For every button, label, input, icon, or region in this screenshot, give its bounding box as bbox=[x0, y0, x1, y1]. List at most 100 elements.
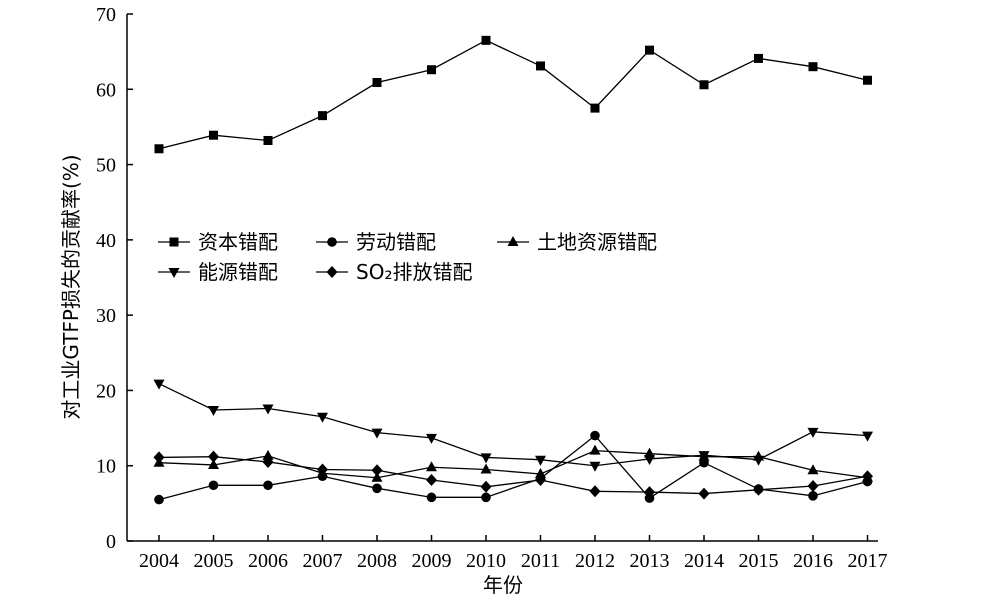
data-point bbox=[427, 65, 436, 75]
legend-item: SO₂排放错配 bbox=[316, 260, 472, 284]
data-point bbox=[644, 486, 655, 499]
data-point bbox=[426, 474, 437, 487]
x-tick-label: 2011 bbox=[521, 550, 560, 572]
data-point bbox=[153, 379, 165, 390]
x-ticks: 2004 2005 2006 2007 2008 2009 2010 2011 2012 2013… bbox=[139, 535, 888, 572]
data-point bbox=[481, 492, 491, 503]
data-point bbox=[698, 451, 710, 462]
data-point bbox=[209, 130, 218, 140]
data-point bbox=[263, 135, 273, 145]
data-point bbox=[262, 404, 274, 415]
data-point bbox=[208, 406, 219, 417]
data-point bbox=[208, 450, 219, 463]
data-point bbox=[863, 75, 872, 85]
y-ticks: 0 10 20 30 40 50 60 70 bbox=[96, 4, 133, 553]
series-4 bbox=[153, 379, 873, 472]
x-tick-label: 2015 bbox=[739, 550, 779, 572]
x-tick-label: 2006 bbox=[248, 550, 288, 572]
legend-marker bbox=[507, 236, 519, 246]
x-tick-label: 2016 bbox=[793, 550, 833, 572]
x-axis-title: 年份 bbox=[483, 573, 523, 597]
legend-label: 土地资源错配 bbox=[537, 230, 657, 254]
data-point bbox=[590, 430, 600, 441]
data-point bbox=[862, 431, 873, 442]
data-point bbox=[480, 480, 492, 493]
data-point bbox=[426, 461, 437, 472]
x-tick-label: 2017 bbox=[848, 550, 888, 572]
series-2 bbox=[154, 430, 873, 505]
data-point bbox=[371, 464, 383, 477]
data-point bbox=[590, 103, 600, 113]
data-point bbox=[535, 474, 546, 487]
x-tick-label: 2013 bbox=[630, 550, 670, 572]
data-point bbox=[372, 78, 382, 88]
legend-label: 资本错配 bbox=[198, 230, 278, 254]
axes bbox=[126, 14, 878, 542]
x-tick-label: 2009 bbox=[412, 550, 452, 572]
data-point bbox=[208, 480, 219, 491]
data-point bbox=[318, 111, 327, 121]
legend-item: 能源错配 bbox=[158, 260, 278, 284]
legend-label: SO₂排放错配 bbox=[356, 260, 472, 284]
data-point bbox=[426, 492, 437, 503]
data-point bbox=[754, 53, 763, 63]
data-point bbox=[535, 467, 546, 478]
data-point bbox=[262, 449, 274, 460]
legend-marker bbox=[326, 266, 338, 278]
series-layer bbox=[153, 35, 873, 505]
data-point bbox=[208, 458, 219, 469]
data-point bbox=[699, 80, 709, 90]
data-point bbox=[262, 455, 274, 468]
data-point bbox=[480, 463, 492, 474]
data-point bbox=[807, 427, 819, 438]
legend-marker bbox=[169, 237, 179, 247]
legend-label: 劳动错配 bbox=[356, 230, 436, 254]
data-point bbox=[698, 487, 710, 500]
x-tick-label: 2012 bbox=[575, 550, 615, 572]
series-line bbox=[158, 383, 868, 467]
series-line bbox=[158, 434, 868, 501]
data-point bbox=[481, 35, 491, 45]
data-point bbox=[535, 455, 546, 466]
data-point bbox=[589, 485, 601, 498]
data-point bbox=[589, 461, 601, 472]
y-tick-label: 70 bbox=[96, 4, 116, 26]
legend-item: 土地资源错配 bbox=[497, 230, 657, 254]
data-point bbox=[263, 480, 273, 491]
data-point bbox=[753, 455, 764, 466]
series-line bbox=[158, 449, 868, 479]
y-tick-label: 20 bbox=[96, 380, 116, 402]
y-tick-label: 60 bbox=[96, 79, 116, 101]
y-tick-label: 0 bbox=[106, 531, 116, 553]
y-tick-label: 30 bbox=[96, 305, 116, 327]
legend-marker bbox=[168, 268, 180, 278]
data-point bbox=[154, 494, 164, 505]
data-point bbox=[862, 470, 873, 483]
series-line bbox=[158, 456, 868, 495]
legend-marker bbox=[327, 237, 337, 247]
x-tick-label: 2004 bbox=[139, 550, 179, 572]
data-point bbox=[808, 491, 818, 501]
data-point bbox=[807, 464, 819, 475]
data-point bbox=[153, 451, 165, 464]
data-point bbox=[645, 45, 654, 55]
data-point bbox=[536, 61, 545, 71]
data-point bbox=[808, 62, 818, 72]
series-5 bbox=[153, 450, 873, 500]
x-tick-label: 2005 bbox=[194, 550, 234, 572]
data-point bbox=[372, 483, 382, 494]
y-tick-label: 10 bbox=[96, 456, 116, 478]
legend-label: 能源错配 bbox=[198, 260, 278, 284]
x-tick-label: 2014 bbox=[684, 550, 724, 572]
series-1 bbox=[154, 35, 872, 154]
data-point bbox=[154, 144, 164, 154]
data-point bbox=[480, 453, 492, 464]
legend-item: 资本错配 bbox=[158, 230, 278, 254]
x-tick-label: 2010 bbox=[466, 550, 506, 572]
data-point bbox=[644, 493, 655, 503]
data-point bbox=[753, 483, 764, 496]
y-axis-title: 对工业GTFP损失的贡献率(%) bbox=[59, 154, 83, 419]
data-point bbox=[371, 428, 383, 439]
